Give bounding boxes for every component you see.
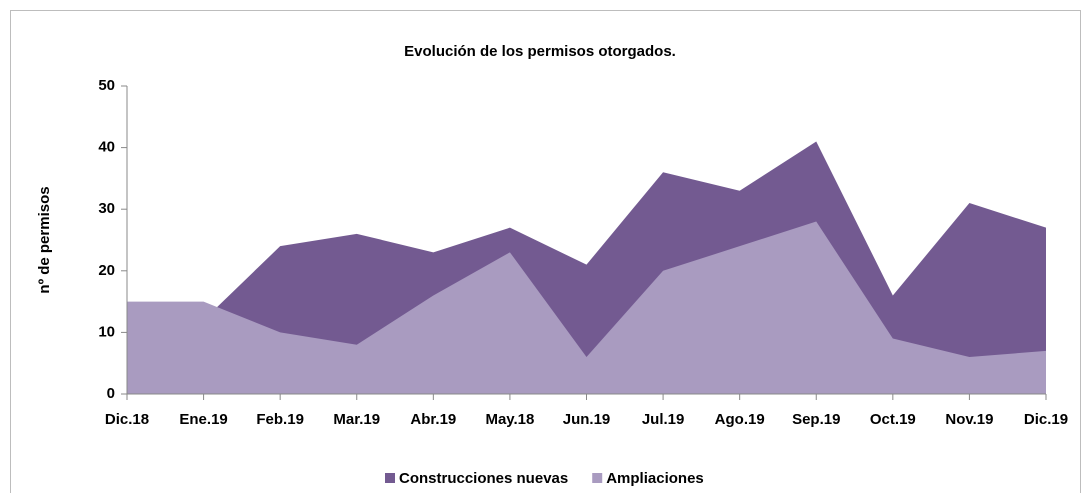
x-tick-label: May.18 xyxy=(485,411,534,428)
y-tick-label: 30 xyxy=(98,200,115,217)
y-axis-label: nº de permisos xyxy=(36,186,53,293)
y-tick-label: 0 xyxy=(107,385,115,402)
x-tick-label: Ene.19 xyxy=(179,411,227,428)
x-tick-label: Feb.19 xyxy=(256,411,304,428)
y-tick-label: 40 xyxy=(98,139,115,156)
legend-label: Ampliaciones xyxy=(606,470,704,487)
legend-swatch xyxy=(592,473,603,483)
x-tick-label: Oct.19 xyxy=(870,411,916,428)
legend-swatch xyxy=(385,473,395,483)
y-tick-label: 10 xyxy=(98,323,115,340)
x-tick-label: Jul.19 xyxy=(642,411,685,428)
x-tick-label: Jun.19 xyxy=(563,411,611,428)
chart-title: Evolución de los permisos otorgados. xyxy=(404,43,676,60)
x-tick-label: Sep.19 xyxy=(792,411,840,428)
area xyxy=(127,221,1046,394)
x-tick-label: Ago.19 xyxy=(715,411,765,428)
y-tick-label: 20 xyxy=(98,262,115,279)
y-tick-label: 50 xyxy=(98,77,115,94)
x-tick-label: Mar.19 xyxy=(333,411,380,428)
legend-label: Construcciones nuevas xyxy=(399,470,568,487)
x-tick-label: Dic.19 xyxy=(1024,411,1068,428)
x-tick-label: Abr.19 xyxy=(410,411,456,428)
x-tick-label: Dic.18 xyxy=(105,411,149,428)
x-tick-label: Nov.19 xyxy=(945,411,993,428)
chart-border xyxy=(10,10,1081,493)
